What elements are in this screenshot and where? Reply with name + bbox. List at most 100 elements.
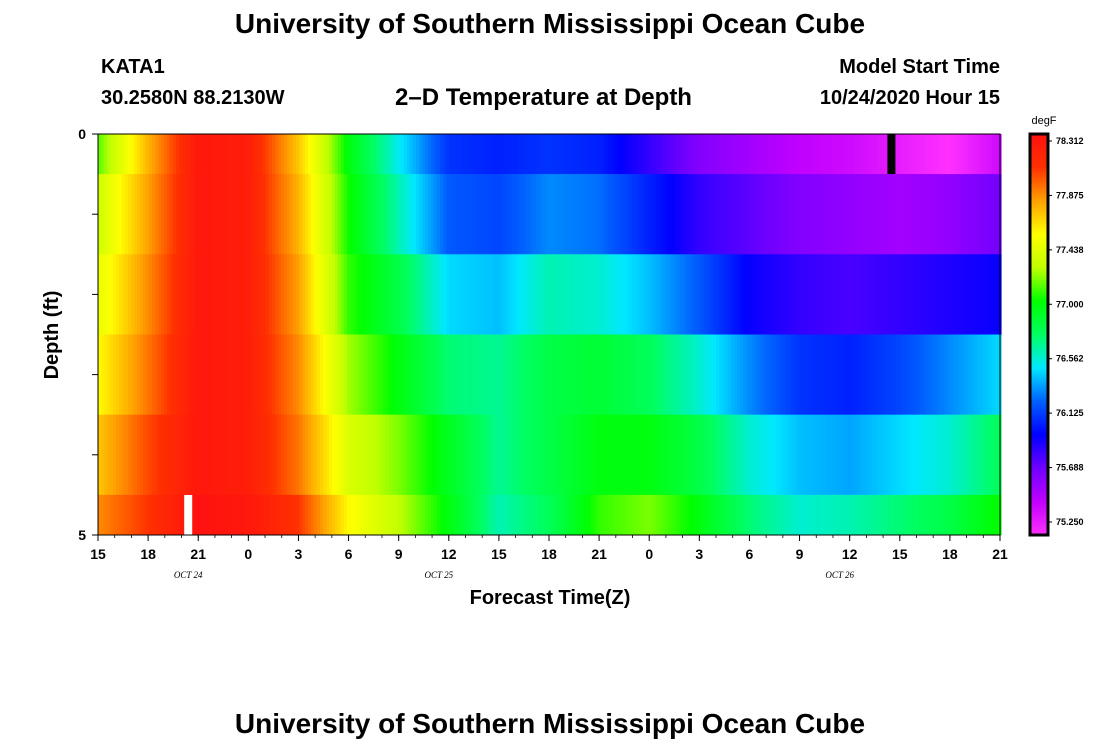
- heatmap-cell: [989, 254, 993, 335]
- heatmap-cell: [302, 414, 306, 496]
- heatmap-cell: [662, 414, 666, 496]
- heatmap-cell: [881, 494, 885, 536]
- heatmap-cell: [872, 134, 876, 175]
- x-tick-label: 12: [842, 546, 858, 562]
- heatmap-cell: [908, 334, 912, 416]
- heatmap-cell: [713, 494, 717, 536]
- heatmap-cell: [599, 134, 603, 175]
- heatmap-cell: [857, 174, 861, 255]
- heatmap-cell: [821, 174, 825, 255]
- heatmap-cell: [233, 254, 237, 335]
- heatmap-cell: [686, 254, 690, 335]
- heatmap-cell: [266, 254, 270, 335]
- heatmap-cell: [287, 254, 291, 335]
- heatmap-cell: [650, 334, 654, 416]
- heatmap-cell: [653, 494, 657, 536]
- heatmap-cell: [818, 254, 822, 335]
- heatmap-cell: [788, 334, 792, 416]
- heatmap-cell: [560, 414, 564, 496]
- heatmap-cell: [458, 134, 462, 175]
- heatmap-cell: [158, 414, 162, 496]
- heatmap-cell: [569, 334, 573, 416]
- heatmap-cell: [290, 254, 294, 335]
- heatmap-cell: [728, 174, 732, 255]
- heatmap-cell: [698, 174, 702, 255]
- colorbar-gradient: [1028, 132, 1050, 537]
- heatmap-cell: [341, 414, 345, 496]
- heatmap-cell: [305, 174, 309, 255]
- heatmap-cell: [563, 254, 567, 335]
- x-tick-label: 3: [695, 546, 703, 562]
- heatmap-cell: [614, 414, 618, 496]
- heatmap-cell: [101, 134, 105, 175]
- heatmap-cell: [371, 174, 375, 255]
- heatmap-cell: [647, 494, 651, 536]
- heatmap-cell: [506, 174, 510, 255]
- heatmap-cell: [524, 494, 528, 536]
- heatmap-cell: [329, 494, 333, 536]
- heatmap-cell: [938, 494, 942, 536]
- heatmap-cell: [311, 494, 315, 536]
- heatmap-cell: [662, 134, 666, 175]
- heatmap-cell: [137, 494, 141, 536]
- heatmap-cell: [224, 174, 228, 255]
- heatmap-cell: [971, 414, 975, 496]
- heatmap-cell: [839, 174, 843, 255]
- heatmap-cell: [740, 174, 744, 255]
- heatmap-cell: [137, 134, 141, 175]
- heatmap-cell: [383, 334, 387, 416]
- heatmap-cell: [437, 414, 441, 496]
- heatmap-cell: [914, 254, 918, 335]
- heatmap-cell: [497, 334, 501, 416]
- heatmap-cell: [449, 254, 453, 335]
- heatmap-cell: [332, 254, 336, 335]
- heatmap-cell: [308, 254, 312, 335]
- max-depth-marker: [887, 134, 896, 174]
- heatmap-cell: [260, 254, 264, 335]
- heatmap-cell: [692, 334, 696, 416]
- heatmap-cell: [539, 334, 543, 416]
- heatmap-cell: [860, 174, 864, 255]
- heatmap-cell: [128, 134, 132, 175]
- heatmap-cell: [863, 134, 867, 175]
- heatmap-cell: [404, 334, 408, 416]
- heatmap-cell: [560, 494, 564, 536]
- heatmap-cell: [569, 494, 573, 536]
- heatmap-cell: [143, 414, 147, 496]
- heatmap-cell: [359, 494, 363, 536]
- heatmap-cell: [737, 494, 741, 536]
- colorbar-label: 77.000: [1056, 299, 1084, 309]
- heatmap-cell: [146, 254, 150, 335]
- heatmap-cell: [860, 414, 864, 496]
- heatmap-cell: [233, 174, 237, 255]
- heatmap-cell: [221, 414, 225, 496]
- heatmap-cell: [833, 414, 837, 496]
- heatmap-cell: [968, 134, 972, 175]
- heatmap-cell: [719, 174, 723, 255]
- heatmap-cell: [890, 334, 894, 416]
- heatmap-cell: [356, 174, 360, 255]
- heatmap-cell: [323, 334, 327, 416]
- heatmap-cell: [209, 414, 213, 496]
- heatmap-cell: [809, 174, 813, 255]
- heatmap-cell: [488, 334, 492, 416]
- heatmap-cell: [497, 134, 501, 175]
- heatmap-cell: [878, 334, 882, 416]
- heatmap-cell: [179, 254, 183, 335]
- heatmap-cell: [599, 494, 603, 536]
- heatmap-cell: [866, 334, 870, 416]
- heatmap-cell: [758, 254, 762, 335]
- heatmap-cell: [593, 414, 597, 496]
- heatmap-cell: [428, 134, 432, 175]
- heatmap-cell: [143, 494, 147, 536]
- heatmap-cell: [98, 414, 102, 496]
- heatmap-cell: [836, 494, 840, 536]
- heatmap-cell: [440, 334, 444, 416]
- heatmap-cell: [326, 414, 330, 496]
- heatmap-cell: [596, 254, 600, 335]
- heatmap-cell: [185, 254, 189, 335]
- heatmap-cell: [437, 134, 441, 175]
- heatmap-cell: [488, 414, 492, 496]
- heatmap-cell: [389, 254, 393, 335]
- heatmap-cell: [332, 494, 336, 536]
